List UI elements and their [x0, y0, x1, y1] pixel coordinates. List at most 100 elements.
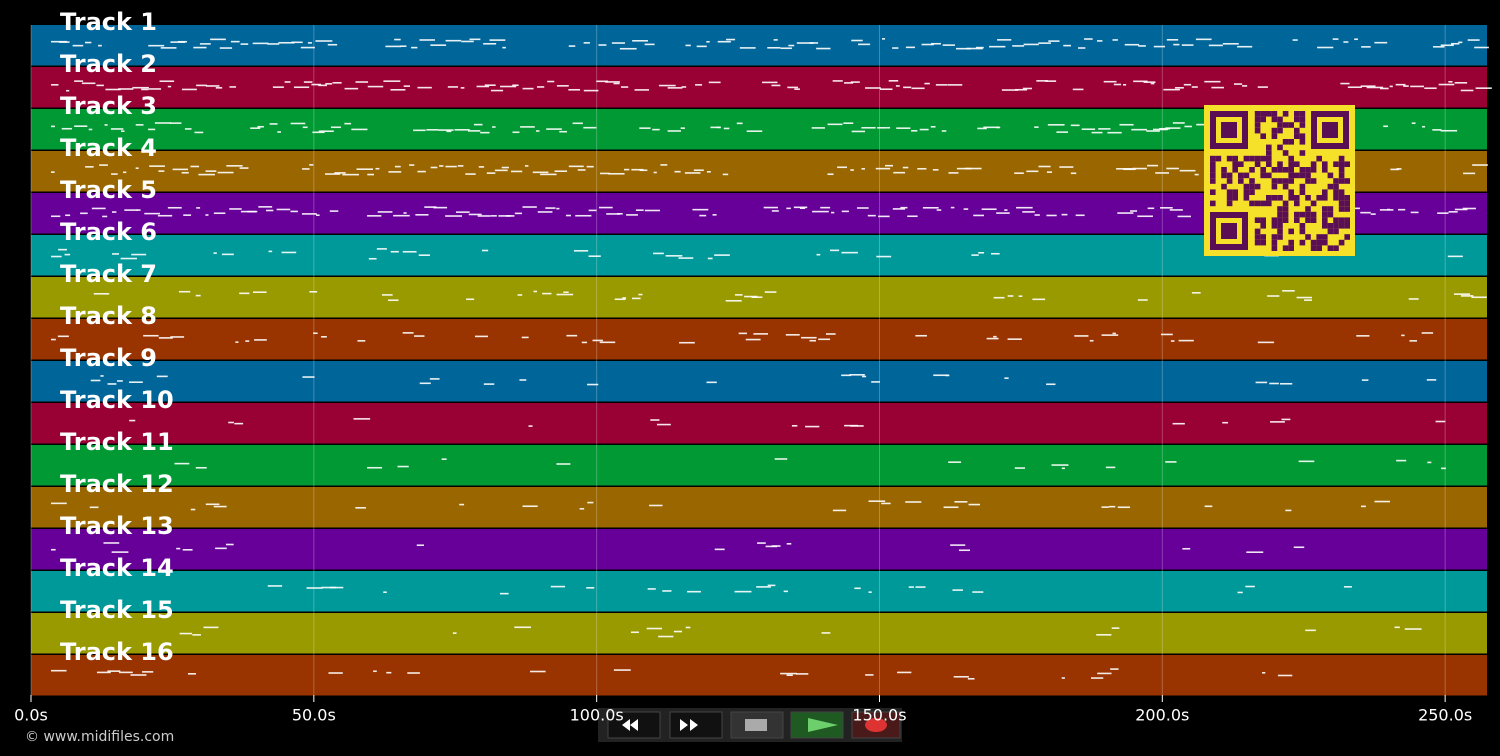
qr-module [1305, 172, 1311, 179]
note [644, 43, 655, 46]
note [971, 254, 979, 256]
note [394, 165, 401, 168]
note [1131, 128, 1148, 131]
note [1045, 80, 1057, 82]
note [433, 206, 448, 209]
note [512, 131, 520, 134]
note [763, 206, 778, 209]
play-button[interactable] [790, 711, 844, 739]
note [481, 249, 489, 252]
note [136, 209, 141, 211]
note [712, 214, 717, 216]
note [751, 296, 763, 299]
qr-module [1322, 189, 1328, 195]
qr-module [1266, 150, 1272, 156]
qr-module [1266, 172, 1272, 179]
note [388, 299, 399, 302]
note [117, 380, 123, 382]
note [542, 292, 552, 295]
note [276, 208, 291, 211]
note [334, 172, 346, 174]
note [1179, 169, 1196, 172]
note [1361, 46, 1371, 48]
rewind-button[interactable] [607, 711, 661, 739]
stop-button[interactable] [730, 711, 784, 739]
note [771, 545, 781, 547]
note [1101, 506, 1109, 508]
note [1112, 39, 1118, 41]
note [993, 296, 1005, 299]
qr-module [1243, 189, 1250, 195]
note [210, 38, 226, 41]
record-button[interactable] [851, 711, 901, 739]
note [1081, 128, 1096, 131]
qr-module [1310, 217, 1317, 223]
note [996, 212, 1010, 214]
note [219, 47, 233, 49]
x-axis: 0.0s 50.0s 100.0s 150.0s 200.0s 250.0s [14, 695, 1472, 725]
note [112, 253, 119, 255]
note [309, 164, 314, 166]
note [878, 215, 890, 218]
note [98, 44, 102, 47]
note [1255, 381, 1268, 384]
note [154, 122, 171, 124]
qr-module [1316, 234, 1322, 240]
note [142, 671, 154, 673]
note [1132, 167, 1147, 170]
qr-module [1322, 206, 1328, 212]
note [419, 39, 435, 41]
qr-module [1277, 161, 1283, 167]
note [103, 542, 120, 544]
note [1292, 39, 1298, 41]
note [1398, 208, 1406, 211]
note [902, 166, 909, 169]
qr-module [1260, 200, 1266, 207]
note [1153, 45, 1166, 48]
note [121, 130, 125, 132]
note [1390, 168, 1400, 171]
note [159, 80, 175, 83]
note [1108, 505, 1116, 508]
note [945, 374, 950, 377]
note [342, 173, 360, 176]
note [247, 210, 257, 213]
note [780, 672, 797, 675]
note [1147, 164, 1159, 167]
note [217, 171, 234, 174]
note [234, 422, 244, 425]
note [911, 87, 925, 90]
note [831, 211, 835, 214]
note [1343, 586, 1352, 588]
note [156, 375, 168, 378]
note [583, 89, 599, 92]
note [599, 172, 610, 175]
qr-module [1254, 161, 1261, 167]
note [1177, 215, 1191, 218]
note [1366, 86, 1384, 89]
note [832, 80, 843, 82]
note [868, 500, 886, 502]
note [933, 374, 949, 377]
forward-button[interactable] [669, 711, 723, 739]
note [381, 294, 393, 296]
note [1282, 290, 1295, 292]
note [520, 126, 535, 128]
note [919, 128, 929, 131]
qr-module [1249, 178, 1255, 184]
note [879, 88, 893, 91]
note [1001, 89, 1019, 91]
qr-module [1260, 223, 1266, 229]
note [1169, 209, 1183, 211]
note [344, 122, 352, 125]
note [1441, 467, 1446, 470]
note [862, 375, 867, 378]
qr-module [1316, 155, 1322, 162]
note [312, 131, 325, 134]
note [1101, 334, 1119, 336]
note [57, 335, 69, 338]
qr-module [1316, 245, 1322, 251]
qr-module [1238, 161, 1244, 167]
note [118, 671, 133, 674]
note [868, 591, 872, 593]
